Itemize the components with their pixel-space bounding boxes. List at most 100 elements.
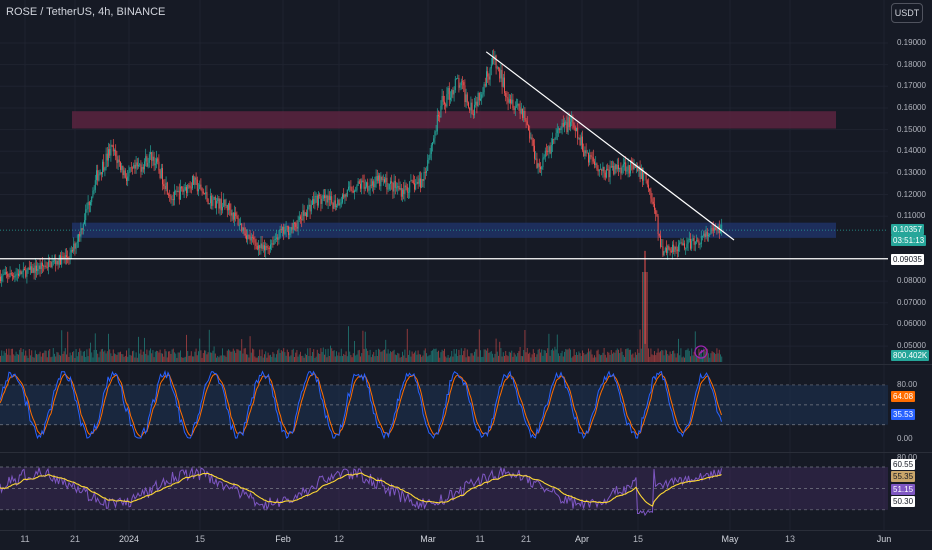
candle-body bbox=[546, 150, 547, 152]
candle-body bbox=[309, 204, 311, 212]
candle-body bbox=[177, 190, 179, 192]
volume-bar bbox=[512, 356, 514, 362]
volume-bar bbox=[403, 355, 405, 362]
volume-bar bbox=[382, 350, 384, 362]
candle-body bbox=[50, 261, 52, 268]
candle-body bbox=[704, 233, 706, 238]
candle-body bbox=[25, 270, 27, 277]
candle-body bbox=[464, 85, 466, 103]
volume-bar bbox=[261, 349, 263, 362]
volume-bar bbox=[488, 352, 490, 362]
volume-bar bbox=[555, 349, 557, 362]
candle-body bbox=[286, 226, 288, 227]
volume-bar bbox=[344, 354, 346, 362]
volume-bar bbox=[685, 350, 687, 362]
candle-body bbox=[457, 78, 459, 79]
volume-bar bbox=[343, 353, 345, 362]
candle-body bbox=[632, 163, 634, 170]
candle-body bbox=[237, 217, 239, 226]
candle-body bbox=[603, 166, 605, 173]
volume-bar bbox=[148, 350, 150, 362]
candle-body bbox=[282, 226, 283, 231]
candle-body bbox=[448, 88, 450, 100]
candle-body bbox=[334, 200, 336, 208]
price-tick: 0.08000 bbox=[897, 276, 926, 286]
candle-body bbox=[540, 166, 541, 170]
volume-bar bbox=[295, 352, 297, 362]
volume-bar bbox=[586, 352, 588, 362]
candle-body bbox=[688, 238, 690, 240]
candle-body bbox=[168, 194, 169, 196]
candle-body bbox=[643, 173, 645, 181]
rsi-line bbox=[0, 466, 722, 517]
currency-button[interactable]: USDT bbox=[891, 3, 923, 23]
candle-body bbox=[36, 265, 37, 271]
volume-bar bbox=[612, 353, 613, 362]
candle-body bbox=[315, 195, 317, 197]
candle-body bbox=[502, 77, 504, 87]
candle-body bbox=[328, 195, 330, 201]
candle-body bbox=[13, 275, 15, 278]
candle-body bbox=[258, 245, 259, 250]
volume-bar bbox=[404, 349, 406, 362]
volume-bar bbox=[717, 353, 719, 362]
candle-body bbox=[322, 195, 324, 199]
candle-body bbox=[128, 172, 130, 177]
candle-body bbox=[79, 234, 81, 237]
volume-bar bbox=[225, 356, 227, 362]
candle-body bbox=[46, 267, 48, 268]
candle-body bbox=[627, 165, 629, 171]
stoch-axis-tick-80: 80.00 bbox=[897, 380, 918, 389]
volume-bar bbox=[274, 357, 276, 362]
volume-bar bbox=[253, 349, 255, 362]
volume-bar bbox=[718, 349, 720, 362]
candle-body bbox=[601, 169, 603, 171]
candle-body bbox=[148, 154, 150, 163]
volume-bar bbox=[146, 349, 148, 362]
candle-body bbox=[567, 117, 569, 133]
volume-bar bbox=[45, 350, 47, 362]
candle-body bbox=[556, 129, 558, 134]
candle-body bbox=[214, 196, 216, 209]
candle-body bbox=[518, 103, 520, 107]
volume-bar bbox=[429, 354, 431, 362]
volume-bar bbox=[618, 349, 619, 362]
volume-bar bbox=[188, 356, 190, 362]
volume-bar bbox=[272, 352, 274, 362]
volume-bar bbox=[271, 356, 273, 362]
symbol-title[interactable]: ROSE / TetherUS, 4h, BINANCE bbox=[6, 6, 166, 18]
volume-bar bbox=[352, 353, 354, 362]
candle-body bbox=[396, 187, 397, 189]
volume-bar bbox=[684, 357, 685, 362]
volume-bar bbox=[558, 353, 559, 362]
candle-body bbox=[152, 156, 154, 161]
volume-bar bbox=[216, 357, 217, 362]
candle-body bbox=[292, 222, 294, 230]
candle-body bbox=[721, 224, 723, 231]
candle-body bbox=[32, 267, 34, 273]
volume-bar bbox=[94, 333, 96, 362]
candle-body bbox=[585, 150, 587, 153]
candle-body bbox=[505, 92, 507, 98]
candle-body bbox=[312, 199, 313, 205]
candle-body bbox=[664, 247, 666, 252]
candle-body bbox=[235, 212, 237, 217]
volume-bar bbox=[24, 355, 25, 362]
candle-body bbox=[6, 272, 7, 274]
candle-body bbox=[484, 84, 486, 86]
candle-body bbox=[470, 102, 472, 111]
candle-body bbox=[100, 172, 102, 175]
volume-bar bbox=[1, 350, 3, 362]
volume-bar bbox=[525, 352, 527, 362]
candle-body bbox=[592, 157, 594, 162]
candle-body bbox=[160, 168, 162, 178]
candle-body bbox=[411, 180, 413, 181]
volume-bar bbox=[246, 354, 247, 362]
candle-body bbox=[153, 156, 155, 166]
candle-body bbox=[132, 167, 133, 169]
stoch-axis-tick-0: 0.00 bbox=[897, 434, 913, 443]
volume-bar bbox=[610, 350, 612, 362]
volume-bar bbox=[399, 357, 401, 362]
candle-body bbox=[8, 276, 10, 278]
